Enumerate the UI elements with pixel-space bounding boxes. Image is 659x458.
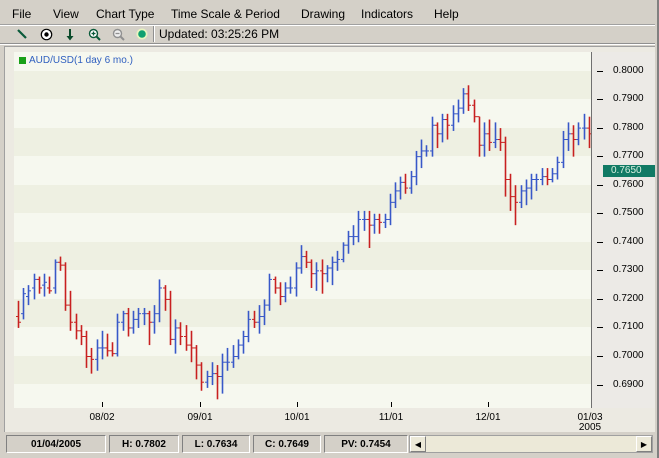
scroll-right-button[interactable]: ▶ <box>636 436 652 452</box>
xtick-label: 12/01 <box>475 412 501 423</box>
ohlc-bars <box>16 85 592 400</box>
price-axis <box>592 52 655 408</box>
ytick-label: 0.8000 <box>613 65 644 76</box>
ytick-label: 0.7700 <box>613 150 644 161</box>
status-low: L: 0.7634 <box>182 435 250 453</box>
xtick-label: 10/01 <box>284 412 310 423</box>
current-price-marker: 0.7650 <box>603 165 655 177</box>
ytick <box>597 242 603 243</box>
draw-line-icon[interactable] <box>15 26 29 42</box>
zoom-out-icon[interactable] <box>111 26 125 42</box>
legend-label: AUD/USD(1 day 6 mo.) <box>29 55 133 66</box>
ytick <box>597 213 603 214</box>
menu-indicators[interactable]: Indicators <box>361 7 414 21</box>
xtick-label: 11/01 <box>378 412 404 423</box>
status-light-icon <box>135 26 149 42</box>
down-arrow-icon[interactable] <box>63 26 77 42</box>
updated-timestamp: Updated: 03:25:26 PM <box>159 27 280 41</box>
ytick <box>597 185 603 186</box>
ytick <box>597 299 603 300</box>
menu-chart-type[interactable]: Chart Type <box>96 7 155 21</box>
ytick <box>597 99 603 100</box>
chart-plot-area[interactable] <box>14 52 592 408</box>
xtick-label: 09/01 <box>187 412 213 423</box>
toolbar: Updated: 03:25:26 PM <box>0 26 655 43</box>
toolbar-divider <box>153 26 155 42</box>
status-date: 01/04/2005 <box>6 435 106 453</box>
menu-divider <box>0 24 655 26</box>
status-pv: PV: 0.7454 <box>324 435 408 453</box>
crosshair-icon[interactable] <box>39 26 53 42</box>
xtick-label: 08/02 <box>89 412 115 423</box>
ytick-label: 0.6900 <box>613 379 644 390</box>
ytick <box>597 270 603 271</box>
ytick-label: 0.7500 <box>613 207 644 218</box>
xtick <box>488 402 489 407</box>
ytick-label: 0.7200 <box>613 293 644 304</box>
menu-drawing[interactable]: Drawing <box>301 7 346 21</box>
menu-view[interactable]: View <box>53 7 79 21</box>
legend-swatch <box>19 57 26 64</box>
xtick <box>391 402 392 407</box>
xtick <box>102 402 103 407</box>
xtick <box>297 402 298 407</box>
ytick <box>597 385 603 386</box>
ytick-label: 0.7600 <box>613 179 644 190</box>
horizontal-scrollbar[interactable]: ◀ ▶ <box>409 435 653 453</box>
zoom-in-icon[interactable] <box>87 26 101 42</box>
ytick <box>597 71 603 72</box>
menu-bar: File View Chart Type Time Scale & Period… <box>0 4 655 24</box>
status-close: C: 0.7649 <box>253 435 321 453</box>
status-high: H: 0.7802 <box>109 435 179 453</box>
ytick-label: 0.7400 <box>613 236 644 247</box>
ytick-label: 0.7300 <box>613 264 644 275</box>
ytick-label: 0.7900 <box>613 93 644 104</box>
xtick <box>200 402 201 407</box>
ytick-label: 0.7800 <box>613 122 644 133</box>
ytick <box>597 327 603 328</box>
menu-file[interactable]: File <box>12 7 32 21</box>
ytick-label: 0.7100 <box>613 321 644 332</box>
scroll-left-button[interactable]: ◀ <box>410 436 426 452</box>
chart-legend: AUD/USD(1 day 6 mo.) <box>19 55 133 66</box>
ytick <box>597 156 603 157</box>
ytick <box>597 356 603 357</box>
ytick <box>597 128 603 129</box>
menu-time-scale-period[interactable]: Time Scale & Period <box>171 7 280 21</box>
price-axis-line <box>591 52 592 408</box>
toolbar-divider-bottom <box>0 43 655 45</box>
status-bar: 01/04/2005 H: 0.7802 L: 0.7634 C: 0.7649… <box>4 434 655 454</box>
menu-help[interactable]: Help <box>434 7 459 21</box>
ytick-label: 0.7000 <box>613 350 644 361</box>
xtick-label-last: 01/03 2005 <box>577 412 603 433</box>
